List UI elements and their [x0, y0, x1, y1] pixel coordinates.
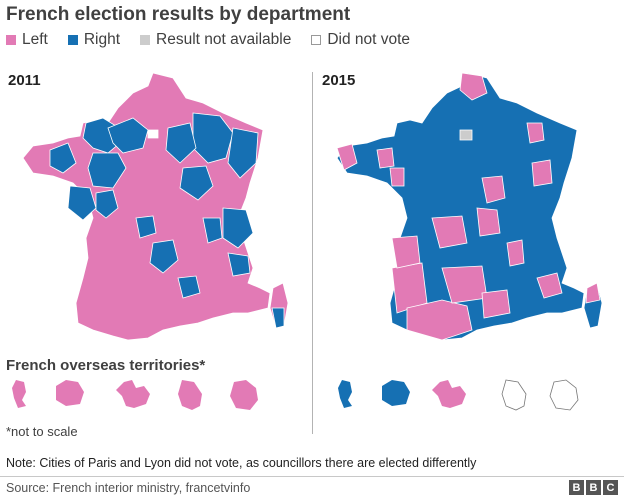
region-rhone-right [202, 217, 223, 244]
region-brittany-centre-left [376, 147, 395, 169]
region-paris-na [147, 129, 159, 139]
territory-2015-martinique [382, 380, 410, 406]
region-massif-right [149, 239, 179, 274]
region-vendee-right [95, 189, 119, 219]
region-normandy-right [107, 117, 149, 154]
region-herault-left [481, 289, 511, 319]
legend-swatch-did-not-vote [311, 35, 322, 45]
region-ardennes-left [526, 122, 545, 144]
chart-title: French election results by department [6, 4, 351, 25]
region-vaucluse-left [536, 272, 563, 299]
scale-note: *not to scale [6, 424, 78, 439]
corsica-north-left [585, 282, 601, 304]
region-brittany-west-left [336, 143, 358, 171]
map-year-2015: 2015 [322, 72, 356, 89]
legend-swatch-right [67, 35, 78, 45]
region-cantal-right [135, 215, 157, 239]
legend: Left Right Result not available Did not … [6, 31, 410, 49]
region-dordogne-left [431, 215, 468, 249]
territory-2011-guadeloupe [12, 380, 26, 408]
bbc-logo: B B C [567, 480, 618, 495]
footnote: Note: Cities of Paris and Lyon did not v… [6, 456, 477, 470]
map-year-2011: 2011 [8, 72, 41, 89]
france-map-2011 [22, 72, 289, 341]
bbc-logo-block-3: C [603, 480, 618, 495]
territory-2011-martinique [56, 380, 84, 406]
footer-rule [0, 476, 624, 477]
legend-label-did-not-vote: Did not vote [327, 31, 411, 48]
region-pyrenees-left [406, 299, 473, 341]
territory-2011-reunion [178, 380, 202, 410]
legend-label-not-available: Result not available [156, 31, 292, 48]
map-2015-regions [336, 72, 603, 341]
region-centre-right [87, 152, 127, 189]
legend-item-did-not-vote: Did not vote [311, 31, 410, 49]
territory-2015-reunion [501, 379, 527, 411]
territory-2011-mayotte [230, 380, 258, 410]
territory-2015-guadeloupe [338, 380, 352, 408]
region-aquitaine-left [391, 235, 421, 269]
region-savoie-right [227, 252, 251, 277]
legend-swatch-not-available [140, 35, 151, 45]
territory-2015-guyane [432, 380, 466, 408]
territory-2011-guyane [116, 380, 150, 408]
region-champagne-right [165, 122, 197, 164]
overseas-title: French overseas territories* [6, 357, 206, 374]
region-nord-left [459, 72, 488, 101]
legend-item-not-available: Result not available [140, 31, 291, 49]
region-brittany-east-right [49, 142, 77, 174]
legend-swatch-left [6, 35, 16, 45]
region-paris-na [459, 129, 473, 141]
region-loire-right [67, 185, 97, 221]
bbc-logo-block-1: B [569, 480, 584, 495]
source-text: Source: French interior ministry, france… [6, 481, 251, 495]
region-alps-right [222, 207, 254, 249]
region-drome-left [506, 239, 525, 267]
france-map-2015 [336, 72, 603, 341]
territories-2015 [322, 378, 622, 418]
legend-label-left: Left [22, 31, 48, 48]
map-divider [312, 72, 313, 434]
region-massif-left [476, 207, 501, 237]
region-burgundy-right [179, 165, 214, 201]
legend-label-right: Right [83, 31, 121, 48]
territory-2015-mayotte [549, 379, 579, 411]
mainland-2011 [22, 72, 271, 341]
region-loire-left [389, 167, 405, 187]
territories-2011 [6, 378, 306, 418]
corsica-south-right [271, 307, 285, 329]
legend-item-right: Right [67, 31, 121, 49]
region-limousin-left [481, 175, 506, 204]
bbc-logo-block-2: B [586, 480, 601, 495]
region-doubs-left [531, 159, 553, 187]
map-2011-regions [22, 72, 289, 341]
legend-item-left: Left [6, 31, 48, 49]
region-alsace-right [227, 127, 259, 179]
region-lozere-right [177, 275, 201, 299]
